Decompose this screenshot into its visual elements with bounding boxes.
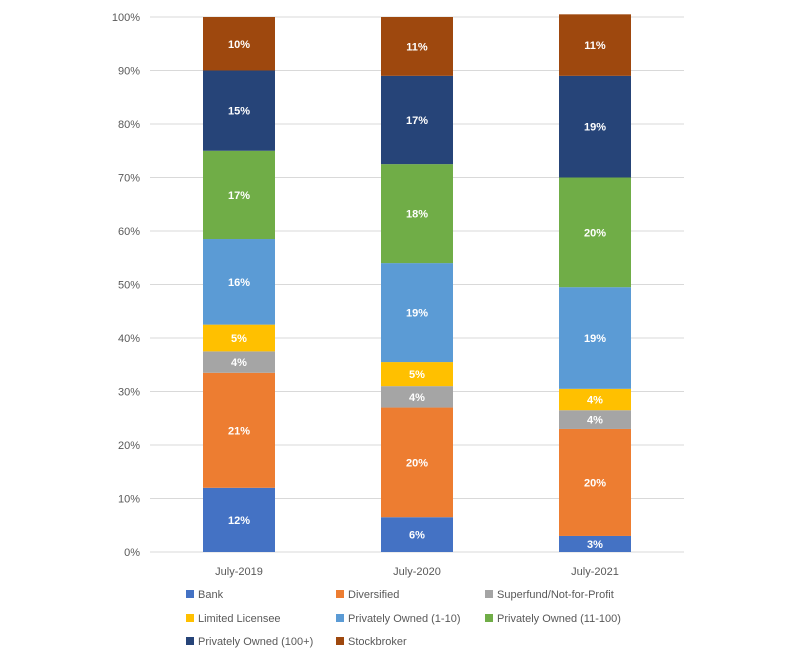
legend-swatch	[336, 614, 344, 622]
legend-item: Limited Licensee	[186, 613, 281, 625]
data-label: 19%	[584, 333, 606, 345]
y-tick-label: 70%	[118, 173, 140, 185]
bar-segment	[559, 75, 631, 178]
legend-label: Limited Licensee	[198, 613, 281, 625]
data-label: 4%	[587, 415, 603, 427]
data-label: 3%	[587, 539, 603, 551]
bar-segment	[381, 386, 453, 408]
legend-item: Diversified	[336, 589, 399, 601]
bar-segment	[203, 150, 275, 240]
data-label: 11%	[406, 41, 428, 53]
data-label: 12%	[228, 515, 250, 527]
bar-segment	[203, 324, 275, 352]
data-label: 16%	[228, 277, 250, 289]
bar-segment	[381, 407, 453, 518]
bar-segment	[559, 14, 631, 76]
bar-segment	[203, 70, 275, 151]
data-label: 15%	[228, 106, 250, 118]
x-axis: July-2019 July-2020 July-2021	[215, 566, 619, 578]
legend-item: Privately Owned (1-10)	[336, 613, 461, 625]
bar-segment	[559, 535, 631, 552]
y-tick-label: 60%	[118, 226, 140, 238]
y-tick-label: 10%	[118, 494, 140, 506]
legend-label: Privately Owned (11-100)	[497, 613, 621, 625]
bar-segment	[559, 428, 631, 536]
y-tick-label: 40%	[118, 333, 140, 345]
x-category-label: July-2019	[215, 566, 263, 578]
x-category-label: July-2021	[571, 566, 619, 578]
data-label: 4%	[587, 395, 603, 407]
legend-item: Bank	[186, 589, 224, 601]
data-label: 11%	[584, 40, 606, 52]
legend-label: Superfund/Not-for-Profit	[497, 589, 614, 601]
legend-label: Privately Owned (1-10)	[348, 613, 461, 625]
bar-segment	[203, 239, 275, 325]
y-tick-label: 90%	[118, 66, 140, 78]
legend-swatch	[485, 590, 493, 598]
y-tick-label: 100%	[112, 12, 140, 24]
legend-label: Stockbroker	[348, 636, 407, 648]
data-label: 20%	[406, 457, 428, 469]
bar-segment	[203, 17, 275, 71]
y-tick-label: 0%	[124, 547, 140, 559]
bar-segment	[381, 164, 453, 264]
data-label: 18%	[406, 209, 428, 221]
bar-segment	[381, 75, 453, 165]
bar-segment	[559, 177, 631, 288]
data-label: 5%	[231, 333, 247, 345]
x-category-label: July-2020	[393, 566, 441, 578]
legend: Bank Diversified Superfund/Not-for-Profit L…	[186, 589, 621, 648]
legend-swatch	[485, 614, 493, 622]
legend-swatch	[336, 637, 344, 645]
data-label: 17%	[406, 115, 428, 127]
legend-swatch	[186, 637, 194, 645]
legend-item: Stockbroker	[336, 636, 407, 648]
data-label: 20%	[584, 227, 606, 239]
legend-item: Superfund/Not-for-Profit	[485, 589, 614, 601]
y-tick-label: 80%	[118, 119, 140, 131]
data-label: 4%	[231, 357, 247, 369]
data-label: 17%	[228, 190, 250, 202]
legend-swatch	[186, 590, 194, 598]
bar-segment	[381, 263, 453, 363]
data-label: 4%	[409, 392, 425, 404]
y-axis: 0% 10% 20% 30% 40% 50% 60% 70% 80% 90% 100%	[112, 12, 140, 559]
data-label: 19%	[406, 308, 428, 320]
bar-segment	[559, 287, 631, 389]
bar-segment	[203, 351, 275, 373]
data-label: 21%	[228, 425, 250, 437]
data-label: 5%	[409, 369, 425, 381]
bar-segment	[381, 517, 453, 552]
data-label: 6%	[409, 530, 425, 542]
legend-label: Bank	[198, 589, 224, 601]
bar-segment	[381, 17, 453, 76]
legend-swatch	[186, 614, 194, 622]
data-label: 20%	[584, 477, 606, 489]
y-tick-label: 20%	[118, 440, 140, 452]
y-tick-label: 50%	[118, 280, 140, 292]
legend-swatch	[336, 590, 344, 598]
legend-label: Privately Owned (100+)	[198, 636, 313, 648]
bar-segment	[559, 388, 631, 411]
legend-item: Privately Owned (11-100)	[485, 613, 621, 625]
legend-item: Privately Owned (100+)	[186, 636, 313, 648]
legend-label: Diversified	[348, 589, 399, 601]
bar-segment	[559, 410, 631, 429]
y-tick-label: 30%	[118, 387, 140, 399]
bar-segment	[381, 362, 453, 387]
bar-segment	[203, 372, 275, 488]
bar-segment	[203, 487, 275, 552]
data-label: 19%	[584, 122, 606, 134]
bars: 12% 21% 4% 5% 16% 17% 15% 10% 6% 20% 4% 5% 19% 18% 17%…	[203, 14, 631, 552]
data-label: 10%	[228, 39, 250, 51]
